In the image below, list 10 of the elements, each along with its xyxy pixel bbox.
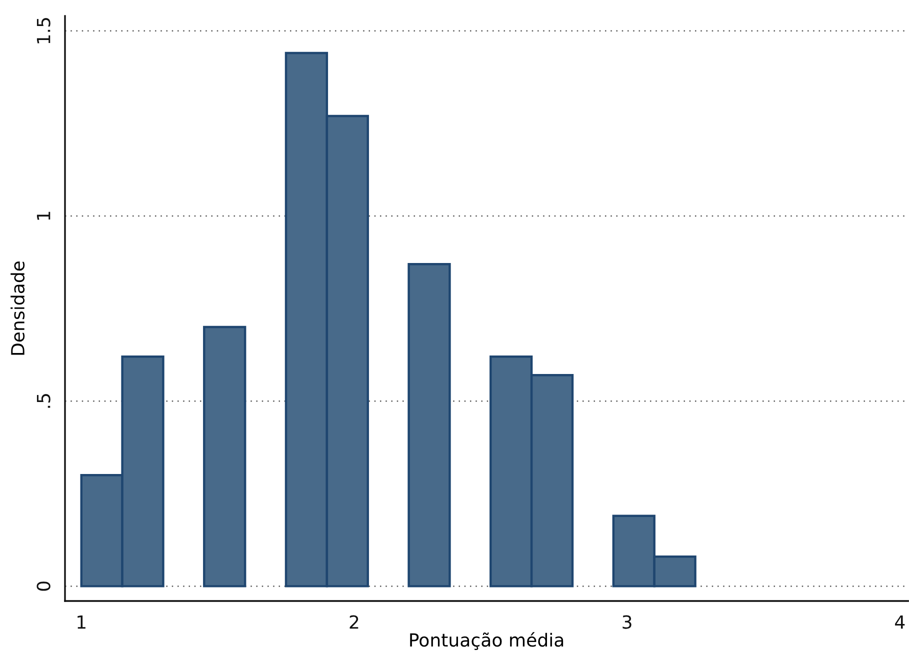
y-axis-title: Densidade xyxy=(10,261,25,355)
y-tick-label: 0 xyxy=(36,582,50,591)
x-axis-title: Pontuação média xyxy=(410,632,564,650)
x-tick-label: 4 xyxy=(895,615,905,629)
y-tick-label: 1.5 xyxy=(36,18,50,44)
x-tick-label: 1 xyxy=(78,615,86,629)
y-tick-label: 1 xyxy=(36,212,50,220)
x-tick-label: 3 xyxy=(622,615,632,629)
y-tick-label: .5 xyxy=(36,394,50,408)
x-tick-label: 2 xyxy=(350,615,358,629)
